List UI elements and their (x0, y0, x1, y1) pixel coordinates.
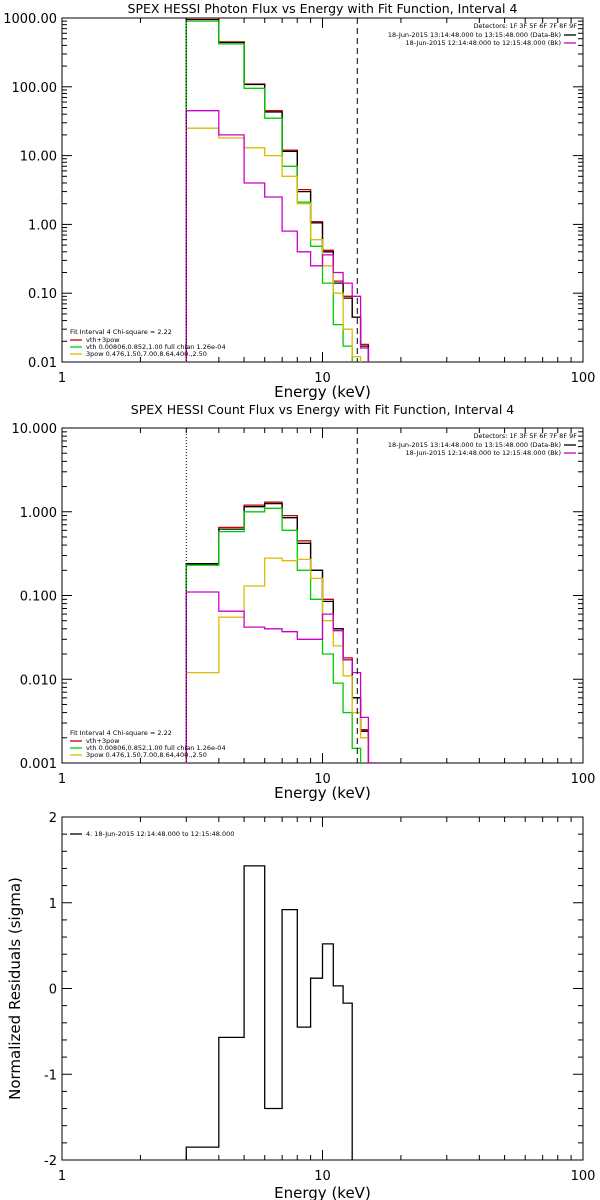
series-total (185, 18, 370, 362)
x-tick-label: 100 (571, 371, 596, 386)
legend-entry: 18-Jun-2015 12:14:48.000 to 12:15:48.000… (406, 449, 561, 457)
legend-top: Detectors: 1F 3F 5F 6F 7F 8F 9F18-Jun-20… (388, 22, 577, 47)
panel-1: SPEX HESSI Photon Flux vs Energy with Fi… (3, 1, 595, 401)
legend-top: Detectors: 1F 3F 5F 6F 7F 8F 9F18-Jun-20… (388, 432, 577, 457)
x-tick-label: 1 (58, 772, 66, 787)
x-tick-label: 1 (58, 1169, 66, 1184)
y-tick-label: 0 (49, 983, 57, 998)
y-tick-label: -2 (44, 1154, 57, 1169)
x-tick-label: 1 (58, 371, 66, 386)
series-model_sum (185, 502, 377, 763)
panel-2: SPEX HESSI Count Flux vs Energy with Fit… (12, 402, 596, 802)
x-axis: 1 10 100 (58, 817, 596, 1184)
legend-entry: 18-Jun-2015 13:14:48.000 to 13:15:48.000… (388, 31, 561, 39)
x-tick-label: 10 (314, 772, 331, 787)
y-tick-label: 10.00 (20, 150, 57, 165)
x-tick-label: 10 (314, 371, 331, 386)
legend-header: Fit Interval 4 Chi-square = 2.22 (70, 328, 172, 336)
y-tick-label: 100.00 (12, 81, 58, 96)
legend-detectors: Detectors: 1F 3F 5F 6F 7F 8F 9F (474, 432, 578, 440)
data-layer (185, 501, 377, 763)
plot-frame (61, 17, 584, 363)
series-model_sum (185, 865, 353, 1160)
legend-entry: vth 0.00806,0.852,1.00 full chian 1.26e-… (86, 744, 226, 752)
chart-title: SPEX HESSI Photon Flux vs Energy with Fi… (128, 1, 518, 16)
x-axis-label: Energy (keV) (274, 383, 371, 401)
series-vth (185, 20, 353, 362)
legend-top: 4. 18-Jun-2015 12:14:48.000 to 12:15:48.… (70, 830, 234, 838)
series-bkg (185, 591, 377, 763)
y-tick-label: 0.10 (28, 287, 57, 302)
series-vth (185, 507, 362, 763)
legend-entry: vth+3pow (86, 336, 120, 344)
series-bpow (185, 557, 377, 763)
y-tick-label: 0.01 (28, 356, 57, 371)
y-tick-label: 2 (49, 811, 57, 826)
y-tick-label: 1 (49, 897, 57, 912)
y-axis: 2 1 0 -1 -2 (44, 811, 583, 1169)
x-tick-label: 10 (314, 1169, 331, 1184)
series-total (185, 501, 377, 763)
y-tick-label: 0.001 (20, 757, 57, 772)
y-axis: 1000.00 100.00 10.00 1.00 0.10 0.01 (3, 12, 583, 371)
data-layer (185, 865, 353, 1160)
y-axis: 10.000 1.000 0.100 0.010 0.001 (12, 422, 583, 772)
legend-entry: 4. 18-Jun-2015 12:14:48.000 to 12:15:48.… (86, 830, 234, 838)
legend-entry: vth 0.00806,0.852,1.00 full chian 1.26e-… (86, 343, 226, 351)
plot-frame (61, 816, 584, 1161)
x-tick-label: 100 (571, 1169, 596, 1184)
y-tick-label: 0.100 (20, 590, 57, 605)
chart-title: SPEX HESSI Count Flux vs Energy with Fit… (131, 402, 514, 417)
y-tick-label: 1.00 (28, 218, 57, 233)
y-tick-label: 1000.00 (3, 12, 57, 27)
legend-bottom: Fit Interval 4 Chi-square = 2.22vth+3pow… (70, 729, 226, 759)
legend-bottom: Fit Interval 4 Chi-square = 2.22vth+3pow… (70, 328, 226, 358)
y-tick-label: 1.000 (20, 506, 57, 521)
legend-header: Fit Interval 4 Chi-square = 2.22 (70, 729, 172, 737)
y-tick-label: -1 (44, 1068, 57, 1083)
legend-entry: vth+3pow (86, 737, 120, 745)
y-tick-label: 0.010 (20, 673, 57, 688)
legend-entry: 18-Jun-2015 13:14:48.000 to 13:15:48.000… (388, 441, 561, 449)
legend-entry: 3pow 0.476,1.50,7.00,8.64,400.,2.50 (86, 350, 207, 358)
legend-detectors: Detectors: 1F 3F 5F 6F 7F 8F 9F (474, 22, 578, 30)
data-layer (185, 18, 370, 362)
legend-entry: 18-Jun-2015 12:14:48.000 to 12:15:48.000… (406, 39, 561, 47)
series-model_sum (185, 18, 370, 362)
series-bkg (185, 110, 370, 362)
legend-entry: 3pow 0.476,1.50,7.00,8.64,400.,2.50 (86, 751, 207, 759)
x-axis-label: Energy (keV) (274, 1184, 371, 1200)
y-tick-label: 10.000 (12, 422, 58, 437)
x-axis-label: Energy (keV) (274, 784, 371, 802)
y-axis-label: Normalized Residuals (sigma) (6, 877, 24, 1100)
x-tick-label: 100 (571, 772, 596, 787)
